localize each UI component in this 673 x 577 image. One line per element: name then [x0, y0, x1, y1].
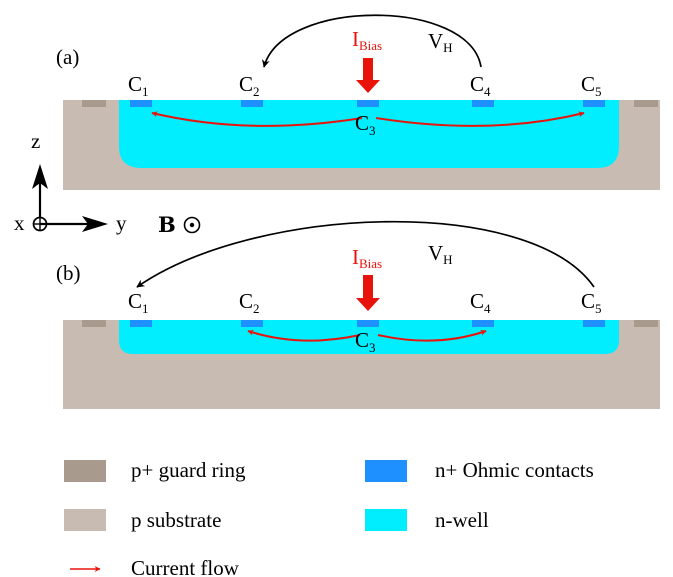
contact-label-a-c5: C5 [581, 72, 602, 99]
bias-arrow-a [356, 58, 380, 93]
nwell-a [119, 100, 619, 168]
magnetic-field-label: B [158, 212, 176, 237]
contact-label-a-c2: C2 [239, 72, 260, 99]
nwell-b [119, 320, 619, 354]
current-flow-a-left [151, 111, 363, 127]
current-flow-b-left [247, 329, 361, 342]
contact-label-b-c3: C3 [355, 328, 376, 355]
z-axis-arrowhead [32, 164, 48, 189]
contact-label-b-c1: C1 [128, 289, 149, 316]
bias-label-b: IBias [352, 245, 382, 271]
panel-tag-b: (b) [56, 261, 81, 285]
legend-label-nwell: n-well [435, 508, 489, 532]
contact-a-c3 [357, 100, 379, 107]
contact-a-c4 [472, 100, 494, 107]
panel-tag-a: (a) [56, 45, 79, 69]
guard-ring-b-right [634, 320, 658, 327]
hall-voltage-label-b: VH [428, 241, 453, 267]
z-axis-label: z [31, 129, 40, 153]
hall-voltage-label-a: VH [428, 29, 453, 55]
coordinate-axes: z x y B [14, 129, 201, 237]
legend-label-guard-ring: p+ guard ring [131, 458, 246, 482]
contact-label-b-c5: C5 [581, 289, 602, 316]
panel-b: (b) IBias VH C1 C2 C3 C4 C5 [56, 220, 660, 409]
guard-ring-b-left [82, 320, 106, 327]
hall-voltage-arrow-b [136, 220, 595, 288]
x-axis-label: x [14, 211, 25, 235]
legend: p+ guard ring n+ Ohmic contacts p substr… [64, 458, 594, 577]
contact-label-b-c4: C4 [470, 289, 491, 316]
y-axis-label: y [116, 211, 127, 235]
contact-label-b-c2: C2 [239, 289, 260, 316]
legend-swatch-guard-ring [64, 460, 106, 482]
contact-label-a-c3: C3 [355, 111, 376, 138]
guard-ring-a-right [634, 100, 658, 107]
contact-label-a-c1: C1 [128, 72, 149, 99]
guard-ring-a-left [82, 100, 106, 107]
legend-label-p-substrate: p substrate [131, 508, 221, 532]
contact-label-a-c4: C4 [470, 72, 491, 99]
contact-a-c1 [130, 100, 152, 107]
y-axis-arrowhead [82, 216, 108, 232]
legend-swatch-p-substrate [64, 509, 106, 531]
bias-arrow-b [356, 275, 380, 311]
contact-b-c1 [130, 320, 152, 327]
magnetic-field-out-of-page-icon [183, 216, 201, 234]
magnetic-field-dot [189, 222, 195, 228]
contact-a-c2 [241, 100, 263, 107]
contact-a-c5 [583, 100, 605, 107]
legend-swatch-nwell [365, 509, 407, 531]
contact-b-c5 [583, 320, 605, 327]
contact-b-c2 [241, 320, 263, 327]
panel-a: (a) IBias VH C1 C2 C3 C4 C5 [56, 14, 660, 190]
current-flow-a-right [375, 111, 585, 127]
legend-swatch-ohmic-contacts [365, 460, 407, 482]
contact-b-c3 [357, 320, 379, 327]
contact-b-c4 [472, 320, 494, 327]
current-flow-b-right [377, 329, 487, 342]
legend-label-current-flow: Current flow [131, 556, 240, 577]
bias-label-a: IBias [352, 27, 382, 53]
legend-label-ohmic-contacts: n+ Ohmic contacts [435, 458, 594, 482]
hall-voltage-arrow-a [261, 14, 482, 68]
